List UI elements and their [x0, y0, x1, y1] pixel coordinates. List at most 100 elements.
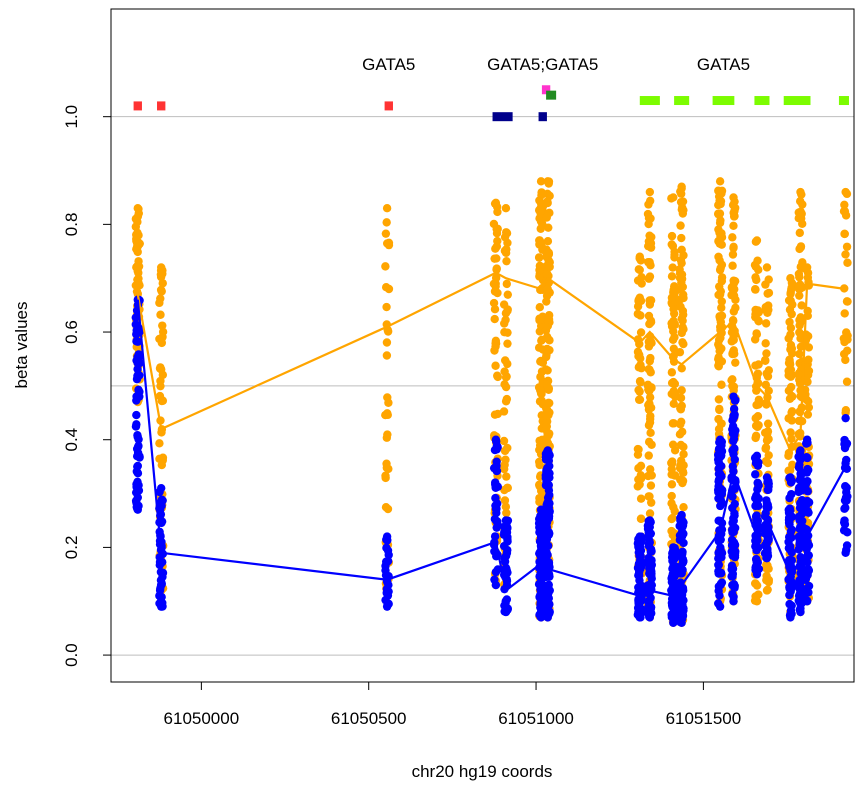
data-point	[542, 410, 551, 420]
data-point	[132, 244, 141, 254]
data-point	[158, 269, 167, 278]
data-point	[383, 556, 393, 566]
data-point	[788, 300, 797, 309]
data-point	[536, 357, 545, 366]
data-point	[669, 193, 678, 202]
data-point	[499, 407, 509, 416]
data-point	[381, 262, 390, 271]
data-point	[728, 492, 737, 501]
data-point	[384, 464, 393, 474]
data-point	[679, 442, 688, 452]
data-point	[667, 322, 677, 331]
data-point	[717, 498, 727, 508]
data-point	[796, 243, 806, 252]
data-point	[794, 370, 804, 380]
data-point	[798, 200, 807, 209]
data-point	[667, 526, 676, 536]
data-point	[678, 310, 688, 319]
data-point	[382, 532, 392, 541]
data-point	[644, 274, 654, 283]
data-point	[677, 386, 686, 395]
data-point	[499, 436, 509, 446]
data-point	[760, 355, 770, 365]
data-point	[384, 398, 393, 407]
data-point	[727, 283, 737, 292]
data-point	[501, 516, 511, 525]
y-tick-label: 0.4	[62, 428, 81, 452]
data-point	[382, 302, 391, 312]
data-point	[715, 405, 724, 415]
data-point	[841, 413, 850, 423]
data-point	[491, 580, 501, 590]
data-point	[544, 223, 553, 232]
data-point	[637, 595, 646, 605]
data-point	[677, 510, 686, 520]
data-point	[762, 349, 771, 358]
data-point	[500, 522, 509, 532]
data-point	[786, 473, 795, 482]
data-point	[727, 540, 737, 550]
data-point	[804, 343, 814, 352]
series-lines	[136, 271, 847, 598]
data-point	[751, 273, 760, 282]
data-point	[729, 193, 738, 202]
data-point	[491, 480, 500, 489]
data-point	[714, 354, 723, 364]
data-point	[490, 287, 500, 296]
data-point	[787, 309, 796, 319]
data-point	[157, 460, 167, 470]
y-axis: 0.0 0.2 0.4 0.6 0.8 1.0	[62, 105, 112, 667]
y-tick-label: 1.0	[62, 105, 81, 129]
data-point	[715, 177, 725, 186]
data-point	[500, 601, 509, 610]
data-point	[645, 319, 654, 329]
data-point	[787, 283, 796, 292]
y-tick-label: 0.2	[62, 536, 81, 560]
data-point	[729, 597, 738, 606]
data-point	[752, 451, 762, 461]
data-point	[384, 284, 394, 294]
data-point	[134, 486, 144, 495]
data-point	[500, 327, 509, 337]
data-point	[786, 613, 795, 622]
data-point	[636, 562, 646, 571]
data-point	[545, 490, 554, 500]
data-point	[728, 375, 737, 384]
data-point	[133, 237, 143, 247]
data-point	[644, 437, 654, 447]
data-point	[751, 361, 760, 370]
data-point	[804, 397, 813, 406]
data-point	[763, 485, 772, 495]
data-point	[785, 599, 794, 609]
data-point	[644, 237, 654, 246]
data-point	[635, 613, 645, 622]
data-point	[761, 563, 771, 573]
y-tick-label: 0.0	[62, 643, 81, 667]
data-point	[645, 196, 655, 205]
data-point	[155, 439, 164, 448]
data-point	[729, 334, 738, 343]
data-point	[751, 414, 760, 423]
data-point	[534, 253, 544, 262]
data-point	[157, 495, 167, 504]
data-point	[761, 443, 771, 452]
data-point	[645, 509, 655, 518]
data-point	[787, 548, 796, 557]
data-point	[753, 422, 762, 432]
data-point	[804, 355, 813, 364]
data-point	[753, 478, 762, 487]
data-point	[751, 512, 761, 521]
data-point	[730, 523, 740, 533]
data-point	[131, 313, 140, 322]
data-point	[786, 606, 796, 615]
data-point	[730, 444, 739, 453]
data-point	[156, 294, 165, 303]
data-point	[646, 403, 656, 412]
data-point	[545, 572, 554, 581]
data-point	[491, 361, 500, 370]
data-point	[493, 372, 503, 382]
data-point	[636, 494, 646, 503]
data-point	[668, 263, 677, 272]
data-point	[802, 435, 812, 444]
data-point	[796, 187, 805, 197]
